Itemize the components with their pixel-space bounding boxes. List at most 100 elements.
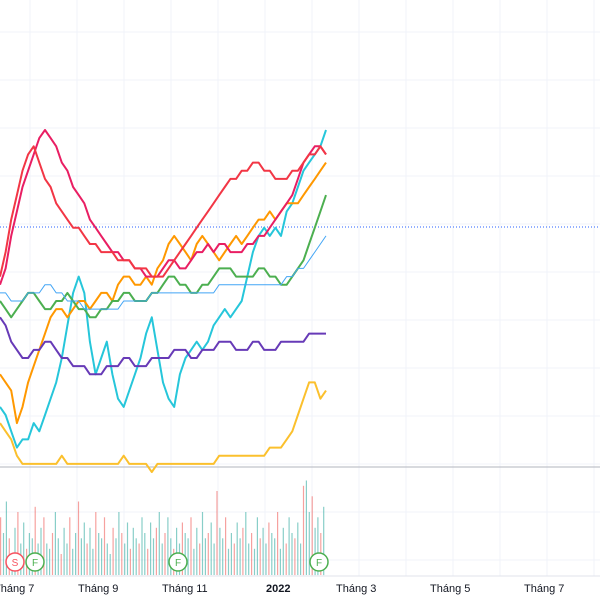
event-marker-label: F	[316, 558, 322, 569]
volume-bar	[305, 480, 307, 575]
x-tick-label: Tháng 11	[162, 583, 208, 595]
volume-bar	[265, 543, 267, 575]
volume-bar	[152, 538, 155, 576]
volume-bar	[291, 533, 293, 575]
volume-bar	[227, 548, 230, 576]
volume-bar	[109, 554, 111, 575]
volume-bar	[193, 548, 195, 576]
volume-bar	[222, 538, 224, 576]
volume-bar	[176, 527, 178, 576]
volume-bar	[259, 538, 261, 576]
x-tick-label: Tháng 7	[0, 583, 34, 595]
volume-bar	[167, 517, 169, 576]
volume-bar	[251, 533, 253, 575]
x-tick-label: Tháng 9	[78, 583, 118, 595]
volume-bar	[210, 522, 212, 575]
series-line	[0, 145, 327, 278]
volume-bar	[308, 512, 310, 575]
series-line	[0, 316, 326, 376]
volume-bar	[282, 527, 284, 576]
series-lines	[0, 129, 327, 473]
volume-bar	[103, 517, 106, 576]
volume-bar	[46, 543, 48, 575]
volume-bar	[253, 548, 256, 576]
volume-bar	[271, 533, 273, 575]
time-axis[interactable]: Tháng 7 Tháng 9 Tháng 11 2022 Tháng 3 Th…	[0, 583, 564, 595]
volume-bar	[28, 533, 30, 575]
series-line	[0, 235, 327, 310]
volume-bar	[288, 517, 290, 576]
volume-bar	[49, 548, 51, 576]
volume-bar	[158, 512, 160, 575]
volume-bar	[207, 533, 209, 575]
volume-bar	[129, 548, 131, 576]
volume-bar	[155, 527, 157, 576]
volume-bar	[54, 512, 56, 575]
volume-bar	[213, 543, 215, 575]
event-marker-label: F	[175, 558, 181, 569]
volume-histogram	[0, 480, 325, 576]
volume-bar	[311, 496, 313, 576]
volume-bar	[0, 517, 2, 576]
event-marker[interactable]: F	[168, 552, 188, 572]
volume-bar	[63, 527, 65, 576]
volume-bar	[184, 533, 186, 575]
volume-bar	[57, 538, 59, 576]
volume-bar	[239, 538, 241, 576]
volume-bar	[181, 522, 183, 575]
volume-bar	[294, 538, 296, 576]
event-marker[interactable]: S	[5, 552, 25, 572]
volume-bar	[256, 517, 258, 576]
x-tick-label: 2022	[266, 583, 290, 595]
volume-bar	[138, 543, 140, 575]
volume-bar	[204, 538, 206, 576]
volume-bar	[86, 543, 88, 575]
event-marker[interactable]: F	[309, 552, 329, 572]
volume-bar	[219, 527, 221, 576]
volume-bar	[75, 533, 77, 575]
volume-bar	[233, 543, 235, 575]
volume-bar	[124, 543, 126, 575]
volume-bar	[248, 543, 250, 575]
volume-bar	[236, 522, 238, 575]
volume-bar	[83, 522, 85, 575]
volume-bar	[268, 522, 270, 575]
volume-bar	[187, 538, 189, 576]
volume-bar	[60, 554, 62, 575]
volume-bar	[121, 533, 123, 575]
volume-bar	[43, 517, 45, 576]
event-marker-circle	[168, 552, 188, 572]
volume-bar	[201, 512, 204, 575]
volume-bar	[112, 527, 114, 576]
event-marker-circle	[309, 552, 329, 572]
volume-bar	[297, 522, 299, 575]
volume-bar	[314, 527, 316, 576]
series-line	[0, 381, 327, 473]
volume-bar	[126, 522, 129, 575]
volume-bar	[34, 506, 36, 576]
volume-bar	[199, 543, 201, 575]
volume-bar	[14, 527, 16, 576]
volume-bar	[92, 548, 94, 576]
volume-bar	[302, 485, 305, 576]
volume-bar	[300, 543, 302, 575]
volume-bar	[245, 512, 247, 575]
volume-bar	[89, 527, 91, 576]
series-line	[0, 129, 327, 286]
volume-bar	[23, 522, 25, 575]
event-marker[interactable]: F	[25, 552, 45, 572]
volume-bar	[190, 517, 192, 576]
volume-bar	[242, 527, 244, 576]
volume-bar	[164, 533, 166, 575]
x-tick-label: Tháng 5	[430, 583, 470, 595]
volume-bar	[77, 501, 80, 575]
volume-bar	[147, 548, 149, 576]
volume-bar	[216, 491, 218, 575]
volume-bar	[196, 527, 198, 576]
volume-bar	[135, 538, 137, 576]
volume-bar	[5, 501, 7, 575]
volume-bar	[115, 538, 117, 576]
event-marker-label: F	[32, 558, 38, 569]
event-marker-circle	[25, 552, 45, 572]
